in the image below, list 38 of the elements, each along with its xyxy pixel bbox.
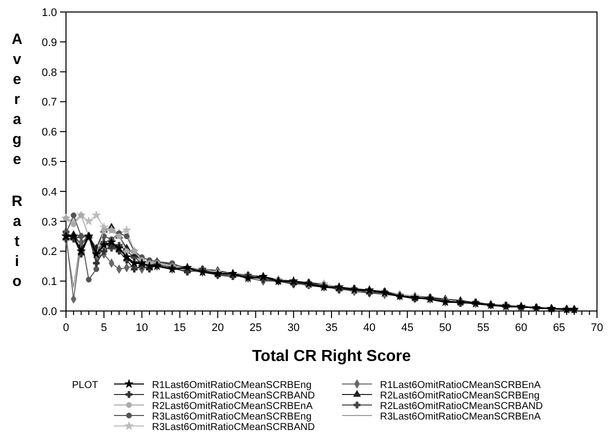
y-tick-label: 0.0	[42, 306, 57, 318]
x-tick-label: 40	[363, 322, 376, 334]
y-tick-label: 0.1	[42, 276, 57, 288]
x-tick-label: 70	[590, 322, 604, 334]
legend-label: R2Last6OmitRatioCMeanSCRBEnA	[152, 401, 313, 412]
legend-label: R3Last6OmitRatioCMeanSCRBAND	[152, 422, 315, 433]
legend-title: PLOT	[72, 380, 98, 391]
legend-label: R1Last6OmitRatioCMeanSCRBEng	[152, 380, 312, 391]
y-tick-label: 0.2	[42, 246, 57, 258]
text: Average Ratio	[12, 31, 22, 290]
legend-label: R2Last6OmitRatioCMeanSCRBEng	[380, 390, 540, 402]
x-tick-label: 65	[552, 322, 566, 334]
x-tick-label: 0	[62, 322, 70, 334]
y-tick-label: 0.4	[42, 186, 57, 198]
x-tick-label: 15	[174, 322, 186, 334]
legend-label: R3Last6OmitRatioCMeanSCRBEnA	[380, 412, 541, 422]
y-tick-label: 0.6	[42, 126, 57, 139]
legend-label: R2Last6OmitRatioCMeanSCRBAND	[380, 401, 543, 412]
x-tick-label: 35	[325, 322, 338, 334]
x-axis-title: Total CR Right Score	[252, 348, 412, 365]
y-tick-label: 1.0	[42, 7, 57, 19]
x-tick-label: 55	[477, 322, 490, 334]
x-tick-label: 5	[100, 322, 107, 334]
x-tick-label: 30	[287, 322, 300, 334]
legend-label: R1Last6OmitRatioCMeanSCRBAND	[152, 390, 315, 402]
x-tick-label: 20	[212, 322, 224, 334]
x-tick-label: 45	[401, 322, 414, 334]
y-tick-label: 0.7	[42, 96, 57, 109]
x-tick-label: 60	[515, 322, 528, 334]
y-tick-label: 0.5	[42, 156, 57, 168]
y-tick-label: 0.8	[42, 66, 57, 79]
legend-label: R1Last6OmitRatioCMeanSCRBEnA	[380, 380, 541, 391]
y-tick-label: 0.3	[42, 216, 57, 228]
x-tick-label: 50	[439, 322, 452, 334]
x-tick-label: 25	[250, 322, 262, 334]
x-tick-label: 10	[136, 322, 148, 334]
legend-label: R3Last6OmitRatioCMeanSCRBEng	[152, 412, 312, 422]
y-tick-label: 0.9	[42, 36, 57, 49]
